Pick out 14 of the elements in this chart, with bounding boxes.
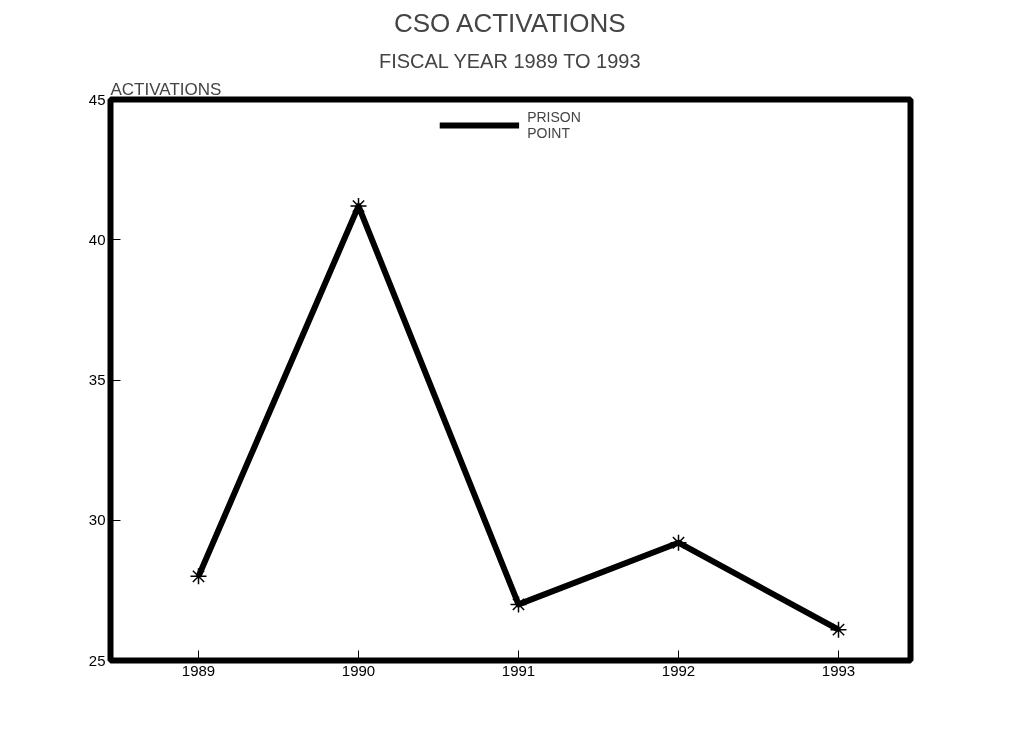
chart-subtitle: FISCAL YEAR 1989 TO 1993	[378, 49, 641, 72]
x-tick-label: 1992	[661, 661, 696, 679]
text: PRISON POINT	[527, 109, 581, 141]
x-tick-label: 1990	[341, 661, 376, 679]
y-tick-label: 45	[88, 90, 106, 108]
x-tick-label: 1993	[821, 661, 856, 679]
y-tick-label: 35	[88, 371, 106, 388]
x-tick-label: 1991	[501, 661, 536, 679]
y-tick-label: 40	[88, 230, 106, 248]
y-axis-title: ACTIVATIONS	[110, 79, 222, 99]
y-tick-label: 25	[88, 651, 106, 669]
chart-title: CSO ACTIVATIONS	[393, 7, 626, 38]
y-tick-label: 30	[88, 511, 106, 529]
x-tick-label: 1989	[181, 661, 216, 679]
